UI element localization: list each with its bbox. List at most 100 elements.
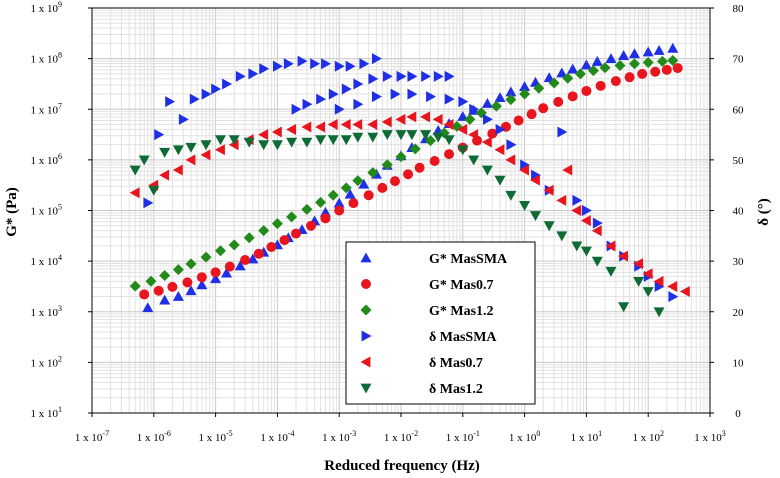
data-point bbox=[234, 260, 246, 271]
data-point bbox=[340, 182, 352, 194]
data-point bbox=[352, 175, 364, 187]
data-point bbox=[531, 169, 541, 181]
data-point bbox=[301, 121, 312, 133]
data-point bbox=[605, 53, 617, 64]
data-point bbox=[372, 53, 382, 65]
data-point bbox=[172, 291, 184, 301]
data-point bbox=[457, 124, 468, 135]
data-point bbox=[667, 42, 679, 53]
data-point bbox=[390, 88, 401, 100]
data-point bbox=[481, 97, 493, 108]
y-axis-right-label: δ (°) bbox=[756, 198, 772, 226]
data-point bbox=[185, 142, 197, 153]
data-point bbox=[538, 103, 549, 114]
data-point bbox=[228, 239, 240, 251]
data-point bbox=[259, 63, 270, 75]
data-point bbox=[240, 255, 251, 266]
data-point bbox=[481, 165, 493, 176]
data-point bbox=[283, 58, 294, 70]
data-point bbox=[258, 225, 270, 237]
data-point bbox=[487, 128, 498, 139]
data-point bbox=[433, 70, 444, 82]
data-point bbox=[321, 58, 331, 70]
data-point bbox=[650, 66, 661, 77]
data-point bbox=[494, 175, 506, 186]
data-point bbox=[661, 64, 672, 75]
data-point bbox=[557, 126, 568, 138]
x-tick-label: 1 x 10-7 bbox=[75, 429, 109, 444]
data-point bbox=[567, 63, 579, 74]
data-point bbox=[159, 294, 171, 305]
data-marks bbox=[129, 42, 690, 318]
data-point bbox=[243, 232, 255, 244]
data-point bbox=[667, 280, 678, 292]
data-point bbox=[297, 55, 308, 67]
data-point bbox=[222, 78, 232, 90]
data-point bbox=[421, 70, 432, 82]
data-point bbox=[165, 96, 176, 108]
x-tick-label: 1 x 101 bbox=[571, 429, 603, 444]
data-point bbox=[266, 242, 277, 253]
data-point bbox=[591, 225, 602, 237]
y-axis-left-label: G* (Pa) bbox=[4, 187, 20, 237]
data-point bbox=[327, 135, 339, 146]
legend-label: G* MasSMA bbox=[429, 252, 508, 267]
data-point bbox=[580, 246, 592, 257]
data-point bbox=[679, 286, 690, 297]
data-point bbox=[490, 100, 502, 112]
data-point bbox=[279, 235, 290, 246]
data-point bbox=[653, 307, 665, 318]
data-point bbox=[211, 83, 222, 95]
data-point bbox=[548, 77, 560, 89]
y-right-tick-label: 50 bbox=[733, 155, 745, 167]
y-right-tick-label: 60 bbox=[733, 104, 745, 116]
data-point bbox=[139, 289, 150, 300]
legend-box bbox=[345, 241, 536, 405]
series-3 bbox=[143, 53, 679, 303]
data-point bbox=[148, 185, 160, 196]
data-point bbox=[642, 46, 654, 57]
y-right-tick-label: 30 bbox=[733, 256, 745, 268]
data-point bbox=[403, 169, 414, 180]
data-point bbox=[610, 76, 621, 87]
data-point bbox=[468, 129, 479, 141]
ticks: 1 x 10-7 1 x 10-6 1 x 10-5 1 x 10-4 1 x 10-3… bbox=[31, 0, 745, 444]
data-point bbox=[340, 135, 352, 146]
legend-label: δ Mas0.7 bbox=[429, 356, 483, 371]
data-point bbox=[556, 67, 568, 78]
data-point bbox=[159, 169, 170, 181]
data-point bbox=[143, 197, 154, 209]
data-point bbox=[472, 135, 483, 146]
y-left-tick-label: 1 x 102 bbox=[31, 354, 63, 369]
x-tick-label: 1 x 10-3 bbox=[322, 429, 356, 444]
data-point bbox=[505, 190, 517, 201]
data-point bbox=[345, 60, 356, 72]
data-point bbox=[599, 62, 611, 74]
data-point bbox=[633, 276, 645, 287]
y-left-tick-label: 1 x 103 bbox=[31, 304, 63, 319]
data-point bbox=[571, 205, 582, 216]
data-point bbox=[591, 55, 603, 66]
data-point bbox=[637, 68, 648, 79]
data-point bbox=[352, 118, 363, 130]
data-point bbox=[469, 103, 480, 115]
data-point bbox=[672, 63, 683, 74]
data-point bbox=[519, 88, 531, 100]
data-point bbox=[334, 103, 345, 115]
data-point bbox=[316, 93, 327, 105]
data-point bbox=[451, 120, 463, 132]
data-point bbox=[302, 98, 313, 110]
data-point bbox=[618, 50, 630, 60]
data-point bbox=[414, 162, 425, 173]
data-point bbox=[429, 156, 440, 167]
data-point bbox=[334, 60, 345, 72]
x-tick-label: 1 x 10-4 bbox=[260, 429, 294, 444]
data-point bbox=[185, 285, 197, 296]
data-point bbox=[420, 130, 432, 141]
x-tick-label: 1 x 100 bbox=[509, 429, 541, 444]
data-point bbox=[432, 113, 443, 125]
data-point bbox=[368, 73, 379, 85]
data-point bbox=[605, 266, 617, 277]
data-point bbox=[200, 149, 211, 161]
data-point bbox=[407, 88, 418, 100]
